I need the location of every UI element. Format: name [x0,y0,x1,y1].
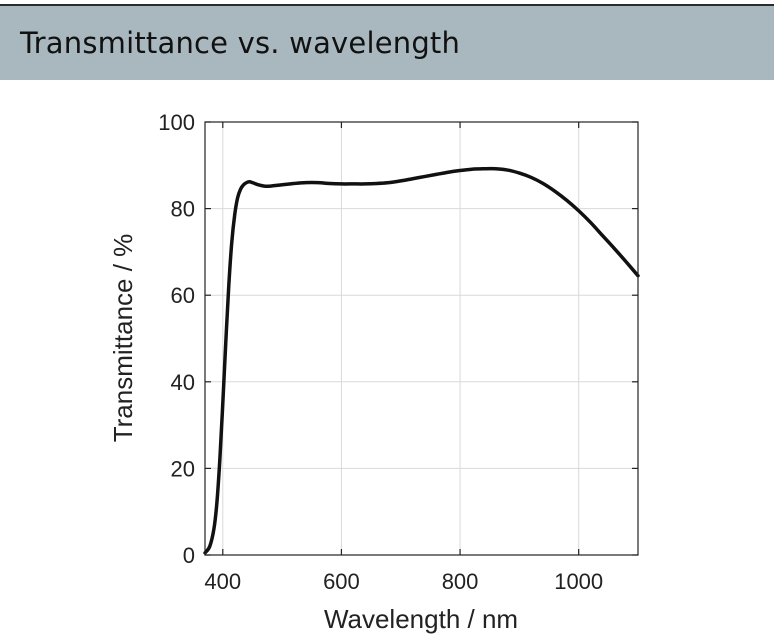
x-tick-label: 600 [323,569,360,594]
x-tick-label: 1000 [554,569,603,594]
page-title: Transmittance vs. wavelength [20,26,461,60]
y-tick-label: 60 [171,283,195,308]
y-tick-label: 20 [171,456,195,481]
ticks-layer: 400 600 800 1000 0 20 40 60 80 100 [158,110,638,594]
header-band: Transmittance vs. wavelength [0,4,774,80]
y-tick-label: 40 [171,370,195,395]
plot-frame [204,121,639,556]
x-tick-label: 400 [204,569,241,594]
y-axis-label: Transmittance / % [108,234,138,443]
x-tick-label: 800 [442,569,479,594]
y-tick-label: 80 [171,197,195,222]
y-tick-label: 0 [183,543,195,568]
axes-layer [204,121,639,556]
x-axis-label: Wavelength / nm [324,604,518,634]
grid-layer [205,122,638,555]
transmittance-curve [203,166,640,555]
y-tick-label: 100 [158,110,195,135]
curve-layer [203,166,640,555]
